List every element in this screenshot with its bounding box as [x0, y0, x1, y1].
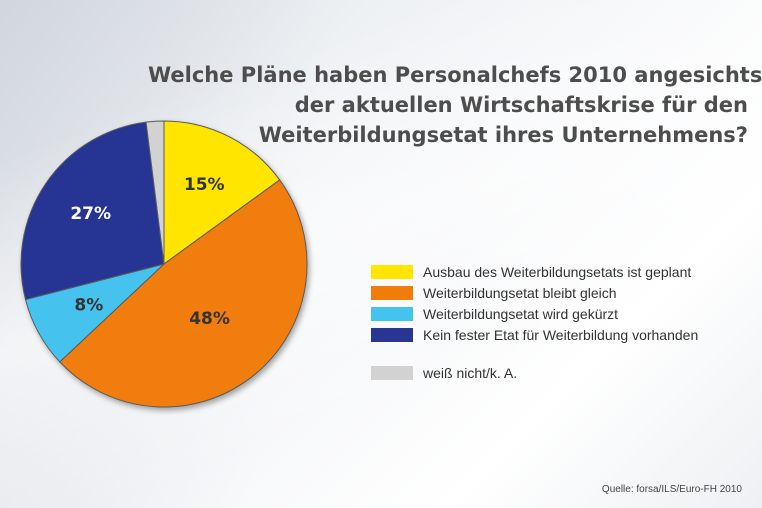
pie-slice-ausbau — [163, 120, 281, 265]
chart-title: Welche Pläne haben Personalchefs 2010 an… — [148, 60, 762, 150]
pie-label-gekuerzt: 8% — [74, 295, 103, 315]
legend-label-gekuerzt: Weiterbildungsetat wird gekürzt — [423, 305, 619, 322]
pie-label-kein-etat: 27% — [70, 204, 111, 224]
source-note: Quelle: forsa/ILS/Euro-FH 2010 — [601, 484, 742, 495]
chart-title-line-1: Welche Pläne haben Personalchefs 2010 an… — [148, 63, 762, 87]
pie-slice-weiss-nicht — [145, 120, 165, 265]
pie-label-ausbau: 15% — [184, 175, 225, 195]
pie-labels: 15% 48% 8% 27% — [70, 175, 230, 329]
legend-swatch-kein-etat — [371, 327, 413, 342]
chart-title-line-3: Weiterbildungsetat ihres Unternehmens? — [258, 123, 748, 147]
legend-item-kein-etat: Kein fester Etat für Weiterbildung vorha… — [371, 324, 751, 345]
legend-swatch-weiss-nicht — [371, 365, 413, 380]
pie-slices — [20, 120, 308, 408]
pie-slice-kein-etat — [20, 121, 165, 301]
legend-label-ausbau: Ausbau des Weiterbildungsetats ist gepla… — [423, 263, 692, 280]
legend-swatch-ausbau — [371, 264, 413, 279]
legend-item-ausbau: Ausbau des Weiterbildungsetats ist gepla… — [371, 261, 751, 282]
legend-item-weiss-nicht: weiß nicht/k. A. — [371, 362, 751, 383]
chart-title-line-2: der aktuellen Wirtschaftskrise für den — [294, 93, 748, 117]
legend-label-weiss-nicht: weiß nicht/k. A. — [423, 364, 518, 381]
pie-chart: 15% 48% 8% 27% — [18, 118, 318, 418]
legend-item-gekuerzt: Weiterbildungsetat wird gekürzt — [371, 303, 751, 324]
legend-item-gleich: Weiterbildungsetat bleibt gleich — [371, 282, 751, 303]
legend-swatch-gekuerzt — [371, 306, 413, 321]
legend: Ausbau des Weiterbildungsetats ist gepla… — [371, 261, 751, 383]
pie-slice-gleich — [59, 179, 308, 408]
legend-swatch-gleich — [371, 285, 413, 300]
pie-chart-svg: 15% 48% 8% 27% — [20, 120, 308, 408]
pie-label-gleich: 48% — [189, 309, 230, 329]
legend-label-kein-etat: Kein fester Etat für Weiterbildung vorha… — [423, 326, 699, 343]
legend-label-gleich: Weiterbildungsetat bleibt gleich — [423, 284, 617, 301]
